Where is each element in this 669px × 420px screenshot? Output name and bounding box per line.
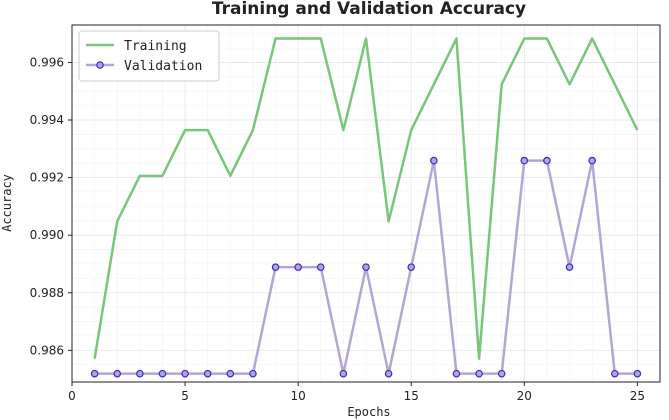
series	[90, 37, 642, 378]
data-point-validation	[271, 263, 280, 271]
data-point-validation	[475, 369, 483, 378]
data-point-validation	[407, 263, 416, 271]
y-tick-label: 0.992	[30, 171, 64, 185]
data-point-validation	[113, 369, 122, 378]
data-point-validation	[362, 263, 370, 271]
data-point-validation	[181, 369, 189, 378]
x-axis-label: Epochs	[347, 405, 390, 419]
data-point-validation	[136, 369, 144, 378]
data-point-validation	[339, 369, 348, 378]
x-tick-label: 20	[517, 389, 532, 403]
x-tick-label: 10	[291, 389, 306, 403]
legend-label-training: Training	[124, 39, 187, 54]
y-axis-label: Accuracy	[0, 174, 14, 232]
data-point-validation	[316, 263, 325, 271]
data-point-validation	[565, 263, 574, 271]
x-tick-label: 15	[404, 389, 419, 403]
legend-box	[78, 30, 220, 82]
x-tick-label: 5	[181, 389, 189, 403]
y-tick-label: 0.986	[30, 343, 64, 357]
data-point-validation	[610, 369, 619, 378]
x-axis: 0 5 10 15 20 25	[68, 382, 645, 403]
legend-label-validation: Validation	[124, 59, 202, 74]
data-point-validation	[543, 156, 551, 165]
y-tick-label: 0.996	[30, 55, 64, 69]
data-point-validation	[158, 369, 167, 378]
data-point-validation	[497, 369, 506, 378]
x-tick-label: 25	[630, 389, 645, 403]
data-point-validation	[520, 156, 529, 165]
y-tick-label: 0.990	[30, 228, 64, 242]
data-point-validation	[226, 369, 235, 378]
plot-area	[71, 24, 661, 383]
data-point-validation	[452, 369, 461, 378]
series-line-training	[93, 37, 639, 360]
data-point-validation	[384, 369, 393, 378]
legend-marker-validation	[96, 61, 104, 69]
data-point-validation	[90, 369, 99, 378]
data-point-validation	[203, 369, 212, 378]
chart-title: Training and Validation Accuracy	[212, 0, 526, 19]
data-point-validation	[430, 156, 438, 165]
data-point-validation	[294, 263, 302, 271]
data-point-validation	[249, 369, 257, 378]
data-point-validation	[588, 156, 596, 165]
x-tick-label: 0	[68, 389, 76, 403]
data-point-validation	[633, 369, 642, 378]
legend: Training Validation	[78, 30, 220, 82]
y-axis: 0.986 0.988 0.990 0.992 0.994 0.996	[30, 55, 72, 357]
y-tick-label: 0.988	[30, 286, 64, 300]
y-tick-label: 0.994	[30, 113, 64, 127]
